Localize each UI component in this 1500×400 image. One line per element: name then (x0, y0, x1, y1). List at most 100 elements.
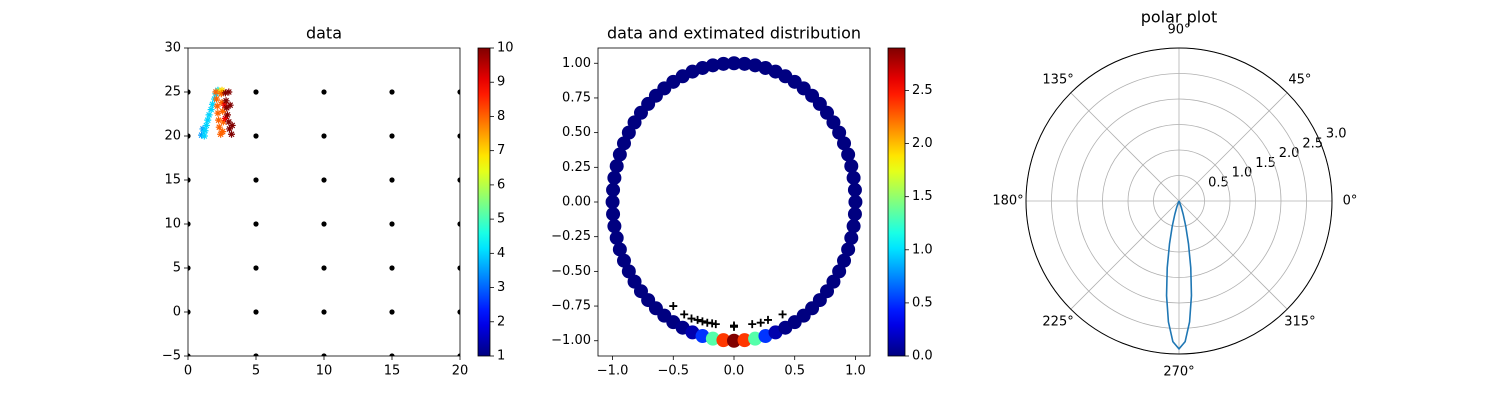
data-point (226, 101, 234, 109)
data-point (457, 221, 460, 227)
x-tick-label: 20 (452, 364, 469, 379)
colorbar-tick-label: 5 (497, 212, 505, 227)
y-tick-label: 0.00 (562, 195, 591, 210)
r-tick-label: 2.0 (1279, 146, 1300, 161)
density-point (737, 56, 752, 71)
data-point (188, 177, 191, 183)
data-point (321, 177, 327, 183)
data-point (756, 318, 765, 327)
data-point (698, 317, 707, 326)
y-tick-label: −0.50 (551, 264, 591, 279)
data-point (228, 130, 236, 138)
r-tick-label: 1.5 (1255, 156, 1276, 171)
theta-tick-label: 180° (992, 194, 1023, 209)
data-point (188, 89, 191, 95)
colorbar-tick-label: 8 (497, 109, 505, 124)
data-point (389, 221, 395, 227)
data-point (711, 320, 720, 329)
density-point (841, 147, 856, 162)
data-point (214, 109, 222, 117)
density-point (832, 125, 847, 140)
colorbar-tick-label: 3 (497, 280, 505, 295)
data-point (222, 97, 230, 105)
data-point (201, 127, 209, 135)
data-point (457, 89, 460, 95)
data-point (253, 309, 259, 315)
density-point (716, 333, 731, 348)
density-point (848, 195, 863, 209)
data-point (207, 106, 215, 114)
y-tick-label: 15 (164, 173, 181, 188)
data-point (687, 314, 696, 323)
data-point (225, 88, 233, 96)
density-point (748, 58, 763, 73)
y-tick-label: 30 (164, 41, 181, 56)
y-tick-label: 0.25 (562, 160, 591, 175)
data-point (693, 315, 702, 324)
density-point (606, 207, 621, 222)
density-point (607, 219, 622, 234)
grid-spoke (1070, 200, 1180, 310)
data-point (225, 118, 233, 126)
data-point (321, 89, 327, 95)
density-point (605, 195, 620, 209)
colorbar-tick-label: 1 (497, 349, 505, 364)
data-point (457, 177, 460, 183)
colorbar-tick-label: 10 (497, 41, 514, 56)
x-tick-label: 10 (316, 364, 333, 379)
data-point (389, 133, 395, 139)
data-point (223, 111, 231, 119)
plot-area (188, 86, 460, 356)
data-point (225, 125, 233, 133)
data-point (253, 221, 259, 227)
y-tick-label: 0.75 (562, 90, 591, 105)
theta-tick-label: 45° (1288, 73, 1311, 88)
data-point (219, 118, 227, 126)
data-point (217, 90, 225, 98)
data-point (219, 107, 227, 115)
density-point (837, 253, 852, 268)
colorbar (887, 47, 906, 357)
data-point (200, 132, 208, 140)
density-point (846, 170, 861, 185)
density-point (846, 219, 861, 234)
data-point (389, 309, 395, 315)
data-point (221, 89, 229, 97)
data-point (321, 353, 327, 356)
y-tick-label: 0 (173, 305, 181, 320)
data-point (198, 131, 206, 139)
data-point (321, 309, 327, 315)
data-point (389, 177, 395, 183)
density-point (837, 136, 852, 151)
data-point (218, 86, 226, 94)
polar-frame (1025, 47, 1333, 355)
data-point (457, 309, 460, 315)
theta-tick-label: 315° (1284, 314, 1315, 329)
data-point (669, 302, 678, 311)
data-point (748, 320, 757, 329)
density-point (847, 182, 862, 197)
x-tick-label: −0.5 (657, 364, 689, 379)
x-tick-label: 5 (252, 364, 260, 379)
density-point (609, 230, 624, 245)
grid-spoke (1178, 200, 1288, 310)
data-point (221, 114, 229, 122)
colorbar-tick-label: 6 (497, 177, 505, 192)
chart-title: data (306, 24, 342, 43)
colorbar (477, 47, 491, 357)
colorbar-tick-label: 2 (497, 314, 505, 329)
chart-title: polar plot (1141, 8, 1218, 27)
data-point (389, 265, 395, 271)
density-point (716, 56, 731, 71)
chart-title: data and extimated distribution (607, 24, 861, 43)
density-point (606, 182, 621, 197)
x-tick-label: −1.0 (597, 364, 629, 379)
density-point (616, 136, 631, 151)
colorbar-tick-label: 7 (497, 143, 505, 158)
data-point (680, 310, 689, 319)
data-point (778, 310, 787, 319)
data-point (205, 111, 213, 119)
data-point (253, 353, 259, 356)
density-point (621, 264, 636, 279)
data-point (208, 100, 216, 108)
